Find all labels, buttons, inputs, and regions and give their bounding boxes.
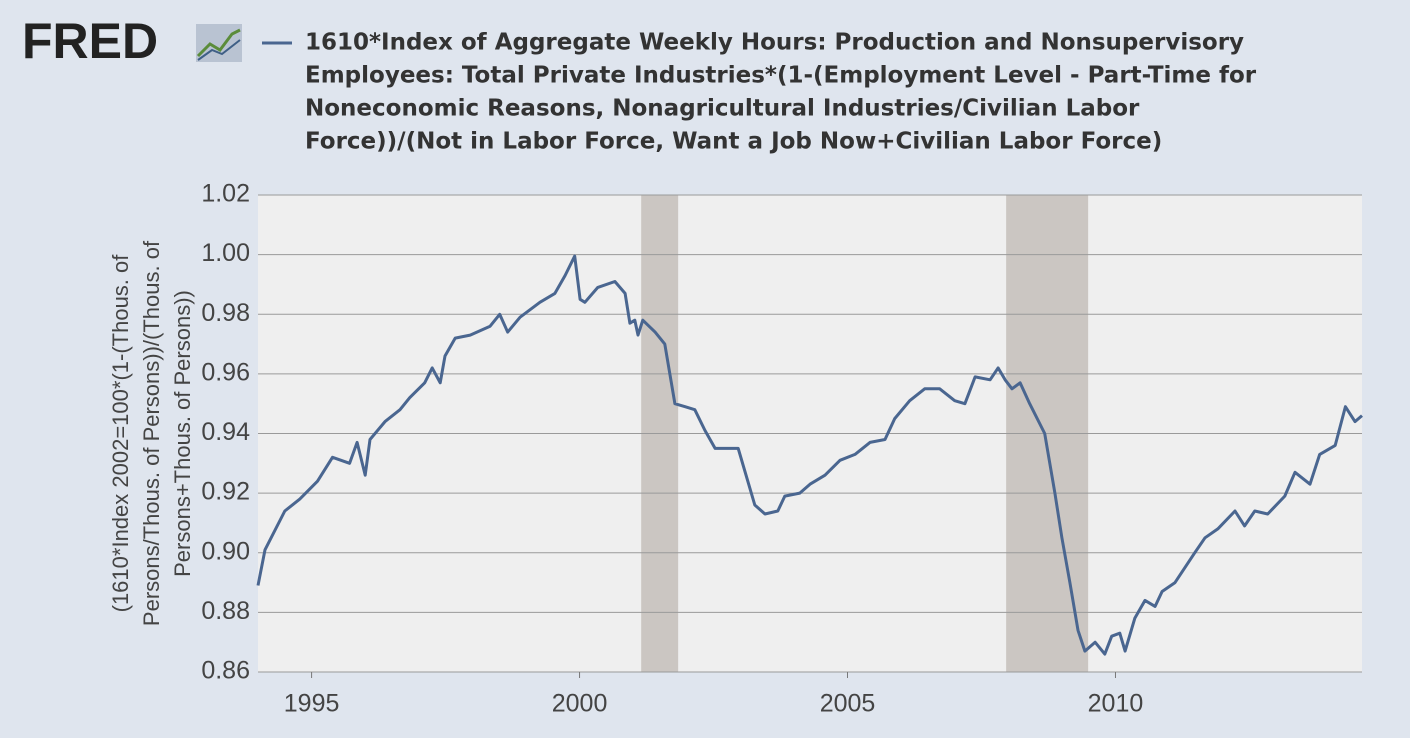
legend-label: 1610*Index of Aggregate Weekly Hours: Pr… (305, 30, 1244, 56)
y-tick-label: 1.00 (201, 239, 250, 267)
x-tick-label: 2005 (820, 690, 876, 718)
legend-label: Noneconomic Reasons, Nonagricultural Ind… (305, 96, 1140, 122)
y-tick-label: 0.86 (201, 657, 250, 685)
x-tick-label: 1995 (284, 690, 340, 718)
y-axis-label-line: Persons/Thous. of Persons))/(Thous. of (139, 240, 164, 626)
y-tick-label: 0.98 (201, 299, 250, 327)
y-tick-label: 0.88 (201, 597, 250, 625)
y-tick-label: 0.90 (201, 537, 250, 565)
y-tick-label: 0.92 (201, 478, 250, 506)
y-axis-label: (1610*Index 2002=100*(1-(Thous. of Person… (108, 240, 195, 626)
y-tick-label: 0.96 (201, 358, 250, 386)
x-tick-label: 2000 (552, 690, 608, 718)
y-axis-label-line: Persons+Thous. of Persons)) (170, 290, 195, 577)
y-tick-label: 1.02 (201, 180, 250, 208)
y-axis-label-line: (1610*Index 2002=100*(1-(Thous. of (108, 254, 133, 613)
legend-label: Employees: Total Private Industries*(1-(… (305, 63, 1257, 89)
logo: FRED (22, 13, 158, 69)
x-tick-label: 2010 (1088, 690, 1144, 718)
data-line (256, 254, 1363, 656)
logo-icon (196, 24, 242, 62)
legend-label: Force))/(Not in Labor Force, Want a Job … (305, 129, 1162, 155)
y-tick-label: 0.94 (201, 418, 250, 446)
